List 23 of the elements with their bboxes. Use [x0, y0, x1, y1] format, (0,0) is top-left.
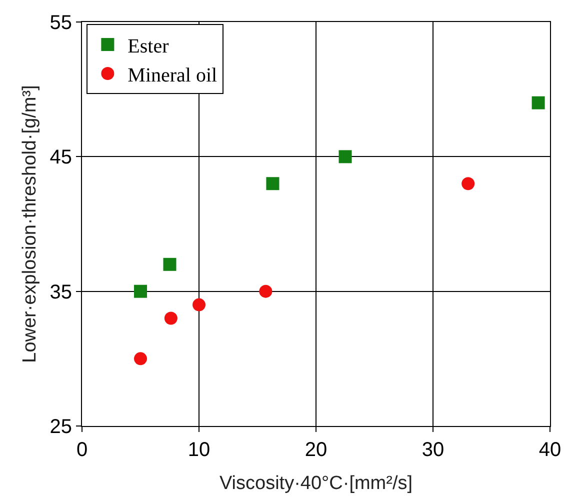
x-tick-label: 30 — [422, 439, 444, 461]
legend-label: Ester — [128, 35, 170, 58]
y-axis-title: Lower·explosion·threshold·[g/m³] — [20, 85, 41, 363]
point — [163, 258, 176, 271]
y-tick-label: 55 — [50, 12, 72, 34]
x-axis-title: Viscosity·40°C·[mm²/s] — [219, 472, 413, 494]
x-tick-label: 10 — [188, 439, 210, 461]
point — [259, 284, 272, 298]
point — [532, 96, 545, 110]
x-tick-label: 40 — [538, 439, 562, 461]
x-tick-label: 20 — [304, 439, 328, 461]
point — [266, 177, 280, 190]
y-tick-label: 35 — [50, 281, 72, 304]
point — [134, 284, 147, 298]
point — [134, 352, 147, 366]
point — [462, 177, 475, 190]
x-tick-label: 0 — [76, 439, 88, 461]
point — [338, 150, 352, 164]
y-tick-label: 45 — [50, 146, 72, 169]
y-tick-label: 25 — [50, 416, 72, 438]
point — [192, 298, 206, 312]
point — [164, 312, 178, 325]
legend-label: Mineral oil — [128, 64, 218, 86]
